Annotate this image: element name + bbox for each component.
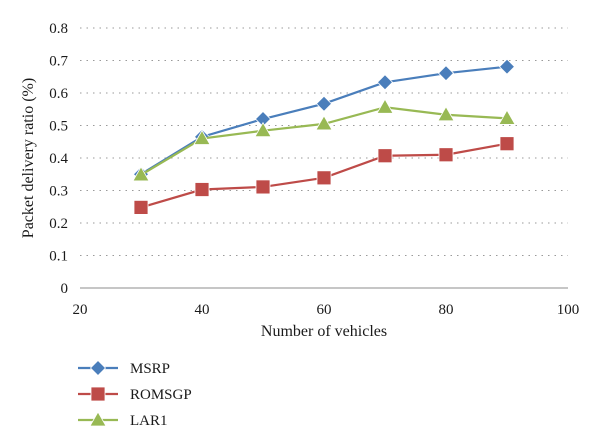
data-point [315, 115, 333, 131]
legend-item-lar1: LAR1 [78, 411, 168, 429]
legend-item-msrp: MSRP [78, 359, 170, 377]
y-tick-label: 0.2 [49, 216, 68, 232]
x-tick-label: 60 [317, 302, 332, 318]
y-tick-label: 0.5 [49, 119, 68, 135]
y-tick-label: 0 [61, 281, 69, 297]
data-point [499, 136, 515, 152]
legend-label: MSRP [130, 361, 170, 377]
data-point [254, 121, 272, 138]
data-point [193, 129, 211, 145]
legend-marker [89, 411, 107, 427]
x-tick-label: 80 [439, 302, 454, 318]
legend: MSRP ROMSGP LAR1 [78, 359, 192, 429]
data-point [194, 182, 210, 197]
gridlines [80, 27, 568, 256]
legend-item-romsgp: ROMSGP [78, 386, 192, 403]
y-tick-label: 0.3 [49, 184, 68, 200]
x-tick-labels: 20 40 60 80 100 [73, 302, 580, 318]
data-point [316, 170, 332, 186]
data-point [437, 65, 455, 82]
y-tick-label: 0.4 [49, 151, 68, 167]
x-tick-label: 100 [557, 302, 580, 318]
y-tick-label: 0.6 [49, 86, 68, 102]
data-point [377, 148, 393, 164]
data-point [498, 58, 516, 75]
legend-marker [90, 386, 106, 402]
data-point [376, 74, 394, 91]
data-point [315, 95, 333, 112]
y-axis-title: Packet delivery ratio (%) [20, 78, 37, 238]
x-tick-label: 20 [73, 302, 88, 318]
data-point [498, 109, 516, 125]
x-tick-label: 40 [195, 302, 210, 318]
data-point [437, 105, 455, 122]
data-point [438, 147, 454, 163]
series [132, 58, 516, 215]
data-point [376, 98, 394, 114]
legend-label: LAR1 [130, 413, 168, 429]
series-romsgp [133, 136, 515, 215]
y-tick-label: 0.8 [49, 21, 68, 37]
y-tick-labels: 0 0.1 0.2 0.3 0.4 0.5 0.6 0.7 0.8 [49, 21, 68, 297]
y-tick-label: 0.1 [49, 249, 68, 265]
data-point [132, 166, 150, 182]
data-point [255, 179, 271, 195]
legend-marker [89, 359, 107, 377]
x-axis-title: Number of vehicles [261, 323, 387, 340]
series-lar1 [132, 98, 516, 182]
y-tick-label: 0.7 [49, 54, 68, 70]
legend-label: ROMSGP [130, 387, 192, 403]
data-point [133, 199, 149, 215]
